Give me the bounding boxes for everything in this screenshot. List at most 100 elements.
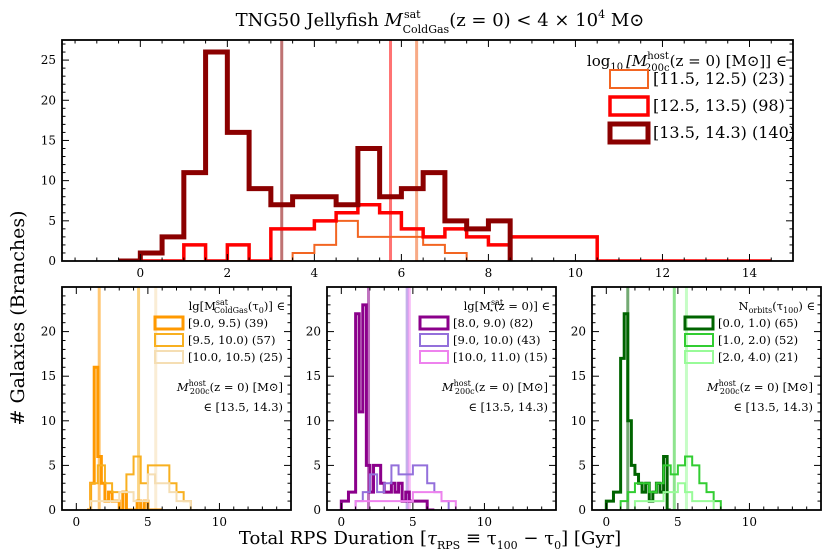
title-exp: 4 [598,8,605,21]
x-tick-label: 10 [568,266,583,280]
title-math: M [384,10,404,31]
y-tick-label: 10 [571,414,586,428]
x-tick-label: 2 [224,266,232,280]
y-tick-label: 15 [41,369,56,383]
histogram-series [89,473,198,510]
legend-title: log10 [Mhost 200c(z = 0) [M⊙]] ∈ [587,51,787,74]
legend-entry-label: [9.0, 10.0) (43) [453,333,540,347]
x-tick-label: 8 [485,266,493,280]
title-unit: M⊙ [605,10,644,31]
y-tick-label: 0 [48,254,56,268]
y-tick-label: 15 [571,369,586,383]
panel-bottom-middle: 0 5 10 0 5 10 15 20 lg[Msat ⋆(z = 0)] ∈[8.0, 9.0)… [306,286,557,529]
y-tick-label: 10 [41,174,56,188]
legend-entry-label: [10.0, 10.5) (25) [188,350,283,364]
legend-swatch [609,69,649,89]
y-tick-label: 20 [306,325,321,339]
panel-top: 0 2 4 6 8 10 12 14 0 5 10 15 20 25 log10 [Mhost 200c(z =… [41,39,795,280]
host-mass-note: Mhost 200c(z = 0) [M⊙] [441,379,548,396]
panel-bottom-right: 0 5 10 0 5 10 15 20 Norbits(τ100) ∈[0.0, 1.0) (6… [571,286,822,529]
legend-entry-label: [8.0, 9.0) (82) [453,316,533,330]
legend-entry-label: [9.5, 10.0) (57) [188,333,275,347]
y-tick-label: 0 [578,503,586,517]
figure-title: TNG50 Jellyfish Msat ColdGas(z = 0) < 4 ×… [236,8,645,36]
y-tick-label: 0 [313,503,321,517]
title-tail: (z = 0) < 4 × 10 [449,10,598,31]
legend-entry-label: [12.5, 13.5) (98) [653,96,785,115]
legend-entry-label: [13.5, 14.3) (140) [653,123,795,142]
y-tick-label: 5 [48,458,56,472]
y-tick-label: 5 [48,214,56,228]
y-tick-label: 5 [578,458,586,472]
title-main: TNG50 Jellyfish [236,10,385,31]
x-tick-label: 10 [212,515,227,529]
legend-title: lg[Msat ⋆(z = 0)] ∈ [464,298,550,315]
x-tick-label: 0 [72,515,80,529]
histogram-series [619,455,722,510]
histogram-series [118,219,489,261]
y-tick-label: 15 [41,133,56,147]
legend-entry-label: [10.0, 11.0) (15) [453,350,548,364]
y-axis-label: # Galaxies (Branches) [7,210,29,425]
legend-swatch [153,315,185,331]
legend-entry-label: [9.0, 9.5) (39) [188,316,268,330]
y-tick-label: 20 [571,325,586,339]
axes-frame [61,39,794,262]
title-sub: ColdGas [403,23,450,36]
x-tick-label: 0 [602,515,610,529]
histogram-series [118,202,772,261]
x-tick-label: 6 [398,266,406,280]
panel-bottom-left: 0 5 10 0 5 10 15 20 lg[Msat ColdGas(τ0)] ∈[9.0, 9… [41,286,292,529]
plot-area [604,287,722,510]
histogram-series [354,491,457,510]
legend-swatch [683,315,715,331]
legend-swatch [419,350,449,364]
legend-title: lg[Msat ColdGas(τ0)] ∈ [189,298,285,315]
x-tick-label: 5 [144,515,152,529]
legend-swatch [607,121,651,145]
host-mass-range: ∈ [13.5, 14.3) [468,400,548,414]
x-tick-label: 5 [409,515,417,529]
y-tick-label: 20 [41,93,56,107]
legend-swatch [419,333,449,347]
legend-entry-label: [1.0, 2.0) (52) [718,333,798,347]
legend-swatch [154,333,184,347]
legend-title: Norbits(τ100) ∈ [739,299,816,315]
legend-entry-label: [11.5, 12.5) (23) [653,69,785,88]
x-tick-label: 14 [742,266,758,280]
host-mass-range: ∈ [13.5, 14.3) [203,400,283,414]
plot-area [339,287,457,510]
plot-area [87,287,198,510]
legend-swatch [608,95,650,117]
legend-swatch [418,315,450,331]
x-axis-label: Total RPS Duration [τRPS ≡ τ100 − τ0] [G… [239,528,621,552]
y-tick-label: 25 [41,53,56,67]
y-tick-label: 0 [48,503,56,517]
legend-entry-label: [2.0, 4.0) (21) [718,350,798,364]
x-tick-label: 0 [337,515,345,529]
x-tick-label: 4 [311,266,319,280]
legend-entry-label: [0.0, 1.0) (65) [718,316,798,330]
legend-swatch [684,350,714,364]
x-tick-label: 0 [137,266,145,280]
y-tick-label: 15 [306,369,321,383]
histogram-series [118,49,513,261]
x-tick-label: 10 [742,515,757,529]
x-tick-label: 10 [477,515,492,529]
legend-swatch [684,333,714,347]
x-tick-label: 12 [655,266,670,280]
y-tick-label: 10 [306,414,321,428]
x-tick-label: 5 [674,515,682,529]
histogram-series [604,312,671,510]
y-tick-label: 10 [41,414,56,428]
plot-area [118,40,772,261]
host-mass-note: Mhost 200c(z = 0) [M⊙] [706,379,813,396]
histogram-series [633,482,721,510]
host-mass-range: ∈ [13.5, 14.3) [733,400,813,414]
y-tick-label: 20 [41,325,56,339]
histogram-series [89,455,198,510]
legend-swatch [154,350,184,364]
host-mass-note: Mhost 200c(z = 0) [M⊙] [176,379,283,396]
y-tick-label: 5 [313,458,321,472]
